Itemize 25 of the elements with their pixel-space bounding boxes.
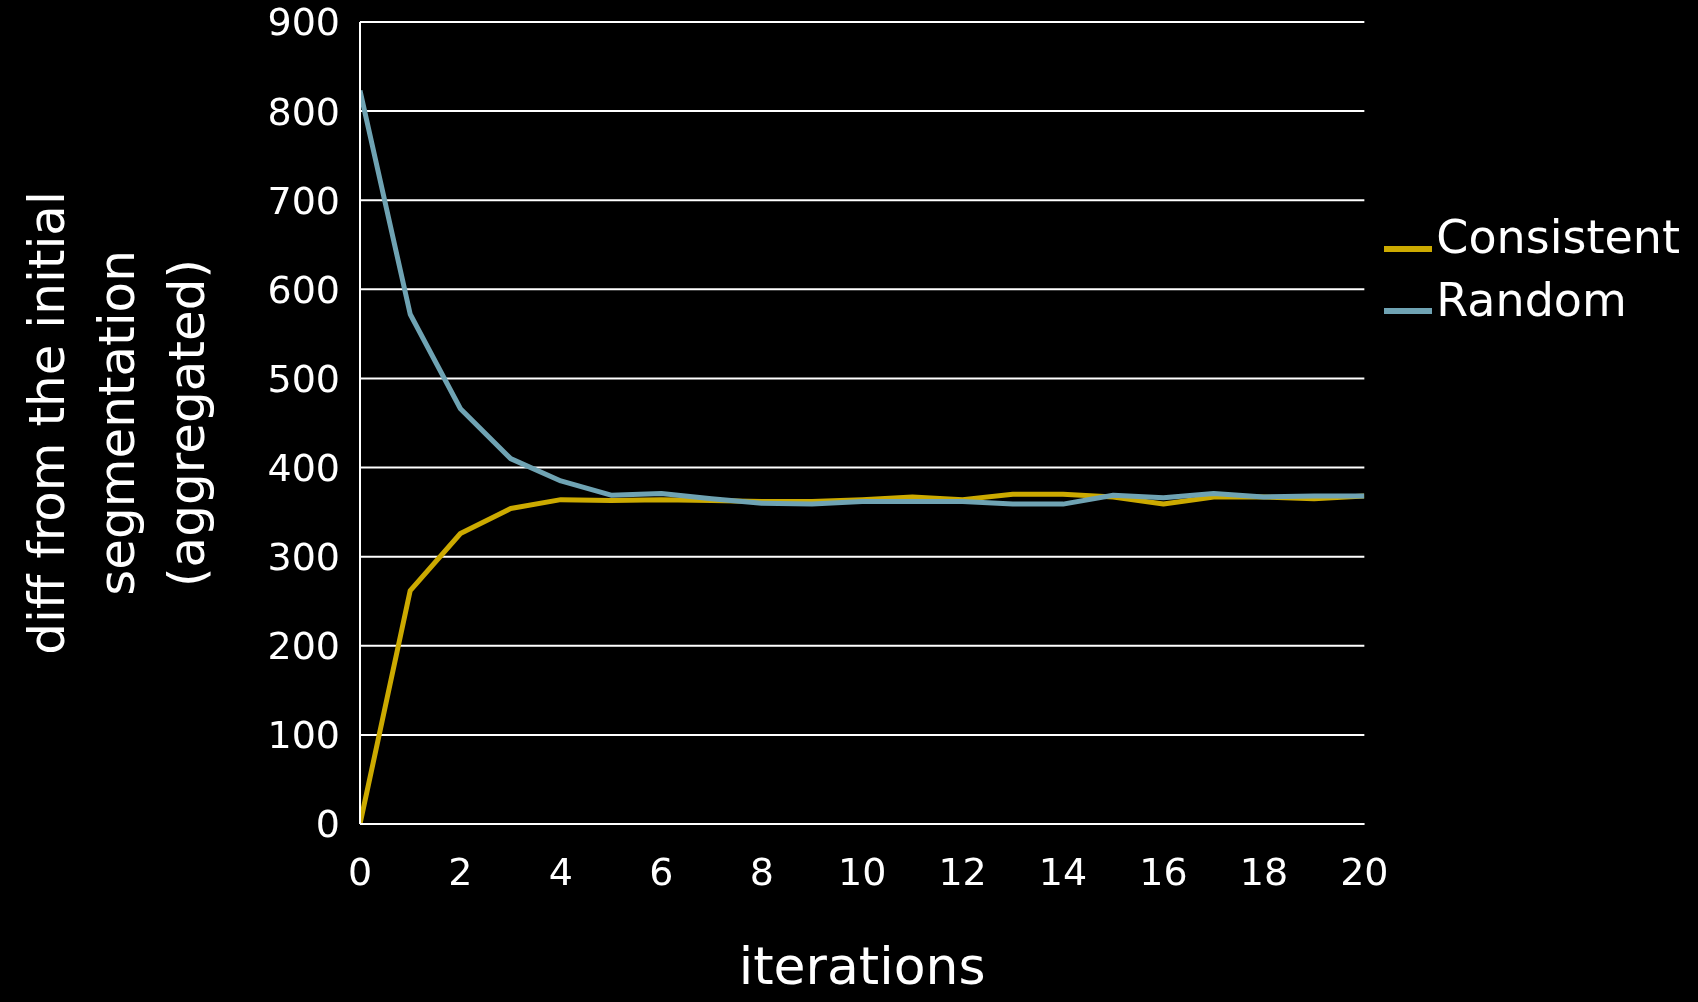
y-tick-label: 200 — [267, 624, 340, 669]
y-tick-label: 0 — [315, 802, 340, 847]
y-tick-label: 600 — [267, 267, 340, 312]
x-tick-label: 20 — [1340, 849, 1389, 894]
y-axis-title: diff from the initial segmentation (aggregated) — [18, 191, 216, 655]
x-tick-label: 0 — [347, 849, 373, 894]
y-tick-label: 100 — [267, 713, 340, 758]
y-tick-label: 500 — [267, 356, 340, 401]
y-tick-label: 700 — [267, 178, 340, 223]
x-tick-label: 16 — [1139, 849, 1188, 894]
x-axis-title: iterations — [738, 936, 986, 996]
y-tick-label: 400 — [267, 446, 340, 491]
y-tick-label: 900 — [267, 0, 340, 45]
x-tick-label: 18 — [1239, 849, 1289, 894]
legend-label: Random — [1436, 272, 1627, 327]
x-tick-label: 10 — [837, 849, 887, 894]
y-tick-label: 300 — [267, 535, 340, 580]
x-tick-label: 12 — [938, 849, 987, 894]
y-tick-label: 800 — [267, 89, 340, 134]
x-tick-label: 6 — [649, 849, 674, 894]
legend-label: Consistent — [1436, 210, 1680, 264]
x-tick-label: 4 — [548, 849, 573, 894]
x-tick-label: 8 — [749, 849, 774, 894]
x-tick-label: 2 — [448, 849, 473, 894]
x-tick-label: 14 — [1038, 849, 1088, 894]
